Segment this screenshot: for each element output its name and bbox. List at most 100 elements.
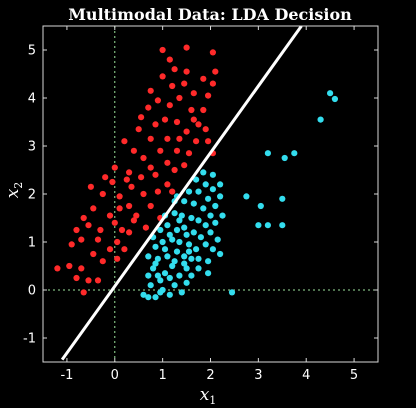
series-1-point-90 xyxy=(166,231,173,238)
series-0-point-38 xyxy=(121,138,128,145)
series-0-point-17 xyxy=(90,205,97,212)
series-1-point-43 xyxy=(205,195,212,202)
series-0-point-85 xyxy=(94,236,102,243)
series-0-point-15 xyxy=(106,212,114,219)
series-0-point-23 xyxy=(128,183,135,190)
series-1-point-2 xyxy=(152,294,159,301)
series-1-point-54 xyxy=(205,258,212,265)
series-1-point-71 xyxy=(195,255,202,262)
series-1-point-92 xyxy=(202,241,209,248)
series-1-point-27 xyxy=(173,226,181,234)
series-1-point-22 xyxy=(185,241,193,248)
series-1-point-86 xyxy=(317,116,324,123)
chart-title: Multimodal Data: LDA Decision xyxy=(68,5,352,24)
y-axis-label-main: x xyxy=(3,188,23,198)
series-0-point-86 xyxy=(121,246,128,253)
series-0-point-30 xyxy=(133,212,140,219)
y-tick-label--1: -1 xyxy=(23,332,36,347)
series-0-point-88 xyxy=(111,219,118,226)
series-1-point-16 xyxy=(164,253,171,260)
series-0-point-12 xyxy=(114,255,121,262)
series-1-point-52 xyxy=(188,272,195,279)
series-0-point-41 xyxy=(157,147,164,154)
series-0-point-73 xyxy=(147,164,154,171)
series-0-point-58 xyxy=(202,126,209,133)
series-1-point-7 xyxy=(145,272,152,279)
series-1-point-5 xyxy=(171,282,178,289)
series-0-point-72 xyxy=(164,159,171,166)
series-1-point-19 xyxy=(159,238,166,246)
series-1-point-8 xyxy=(150,265,157,272)
series-1-point-12 xyxy=(183,265,190,272)
series-0-point-22 xyxy=(126,202,133,210)
series-0-point-33 xyxy=(152,171,159,178)
series-1-point-44 xyxy=(212,202,219,210)
series-0-point-55 xyxy=(176,94,183,102)
series-1-point-6 xyxy=(157,277,164,284)
series-1-point-1 xyxy=(147,282,154,289)
series-1-point-49 xyxy=(209,171,216,178)
series-0-point-91 xyxy=(169,188,176,195)
series-0-point-19 xyxy=(99,190,106,198)
series-0-point-64 xyxy=(171,66,178,73)
y-tick-label-1: 1 xyxy=(28,236,36,251)
series-1-point-82 xyxy=(279,195,286,202)
series-1-point-51 xyxy=(217,193,224,200)
series-1-point-60 xyxy=(178,289,185,296)
series-1-point-37 xyxy=(200,205,207,212)
series-0-point-8 xyxy=(78,236,85,243)
series-0-point-36 xyxy=(140,154,147,162)
series-0-point-26 xyxy=(111,164,118,171)
series-0-point-62 xyxy=(169,82,176,90)
series-1-point-36 xyxy=(207,212,214,219)
series-1-point-61 xyxy=(145,294,152,301)
series-0-point-48 xyxy=(173,118,181,126)
series-1-point-85 xyxy=(279,222,286,229)
series-1-point-33 xyxy=(188,214,195,222)
series-0-point-54 xyxy=(166,102,173,109)
series-1-point-56 xyxy=(214,236,221,243)
series-0-point-11 xyxy=(106,246,114,253)
series-0-point-28 xyxy=(118,226,126,234)
series-1-point-59 xyxy=(183,279,190,286)
x-tick-label-4: 4 xyxy=(302,368,310,383)
series-0-point-29 xyxy=(114,238,121,246)
series-1-point-57 xyxy=(207,229,214,236)
series-0-point-83 xyxy=(130,217,137,224)
x-axis-label: x1 xyxy=(200,385,217,407)
series-1-point-38 xyxy=(190,200,197,207)
series-1-point-74 xyxy=(217,250,224,258)
series-1-point-75 xyxy=(205,270,212,277)
series-0-point-3 xyxy=(73,274,80,282)
series-0-point-60 xyxy=(190,90,197,97)
series-1-point-26 xyxy=(181,224,188,231)
series-0-point-47 xyxy=(183,128,190,135)
series-1-point-20 xyxy=(169,236,176,243)
series-0-point-24 xyxy=(138,174,145,181)
series-0-point-1 xyxy=(66,262,73,270)
series-0-point-18 xyxy=(80,214,87,222)
series-0-point-35 xyxy=(171,166,178,174)
series-1-point-18 xyxy=(152,243,159,250)
series-0-point-16 xyxy=(116,205,123,212)
series-0-point-63 xyxy=(159,73,166,80)
series-1-point-32 xyxy=(178,212,185,219)
series-0-point-46 xyxy=(193,138,200,145)
series-1-point-67 xyxy=(185,248,193,255)
series-1-point-84 xyxy=(264,222,271,229)
series-1-point-24 xyxy=(197,234,204,241)
x-axis-label-sub: 1 xyxy=(209,394,216,407)
series-1-point-42 xyxy=(195,188,202,195)
series-1-point-21 xyxy=(176,238,183,246)
series-0-point-71 xyxy=(176,135,183,142)
series-1-point-50 xyxy=(217,181,224,188)
y-tick-label-5: 5 xyxy=(28,44,36,59)
series-0-point-90 xyxy=(102,174,109,181)
series-0-point-7 xyxy=(68,241,75,248)
series-1-point-4 xyxy=(166,291,173,298)
series-1-point-13 xyxy=(188,255,195,262)
series-0-point-59 xyxy=(200,106,207,114)
series-1-point-58 xyxy=(212,219,219,226)
series-0-point-89 xyxy=(73,226,80,234)
